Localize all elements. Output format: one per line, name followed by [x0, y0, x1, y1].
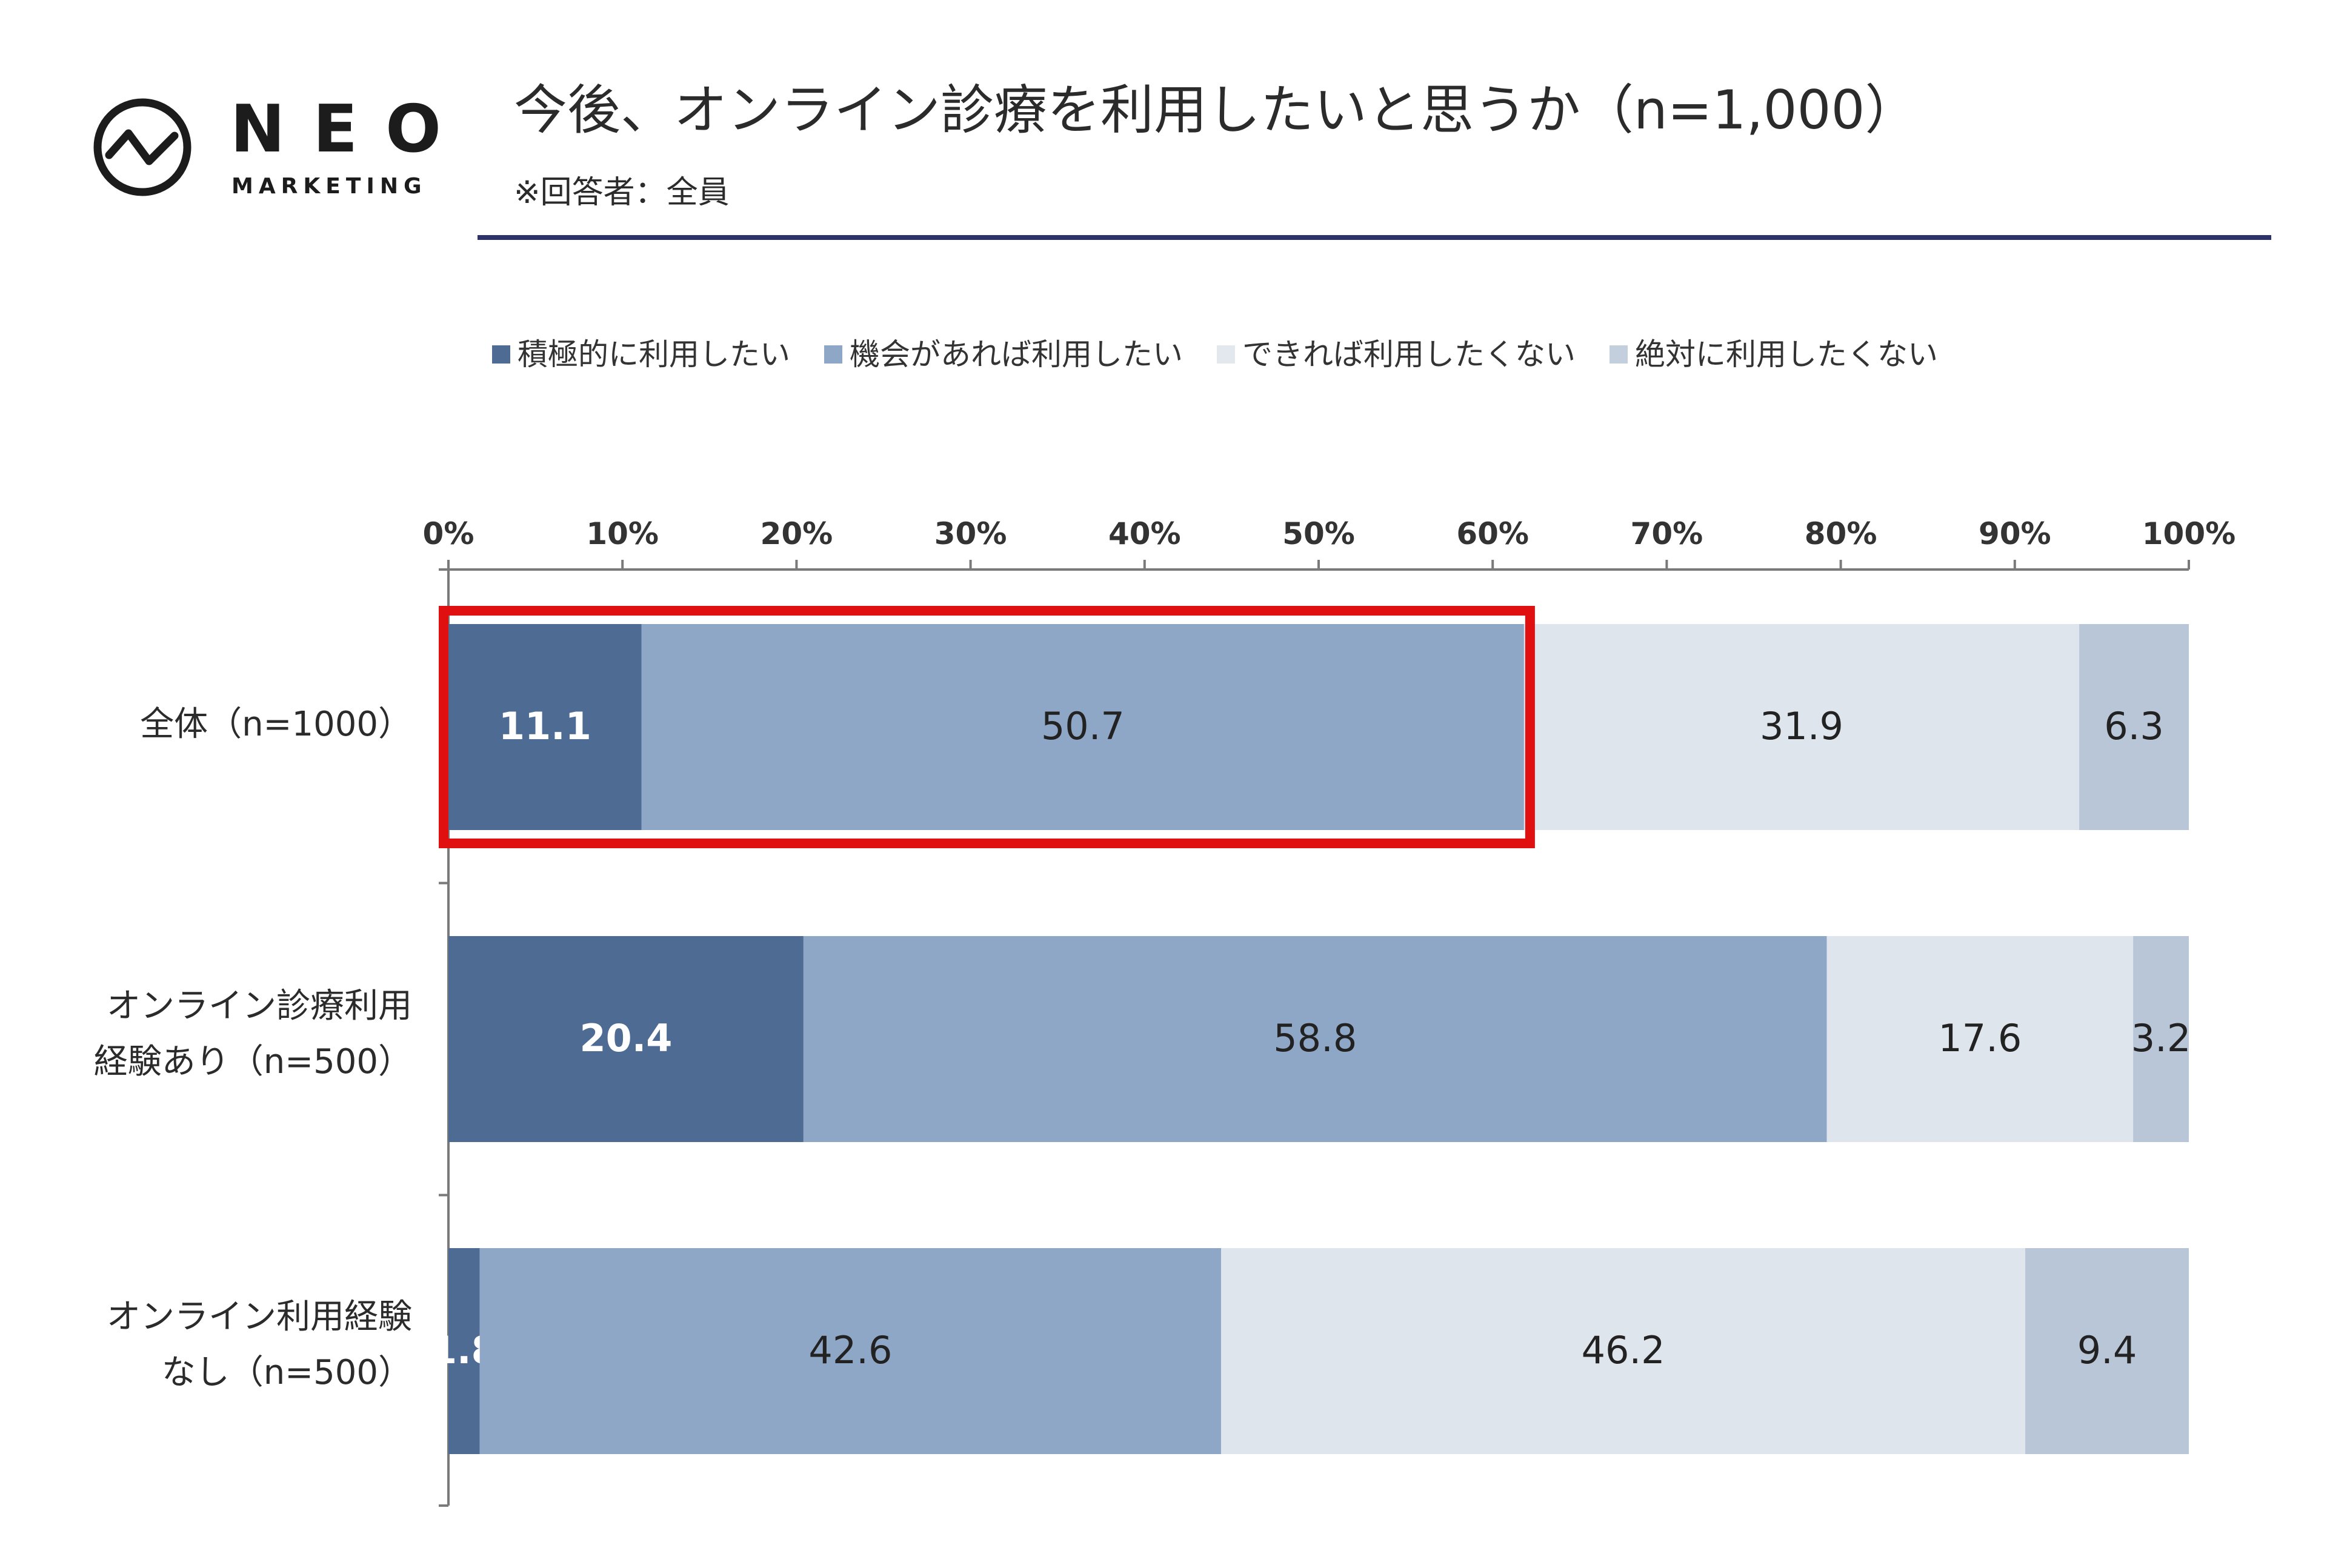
- x-tick-label: 90%: [1979, 516, 2051, 551]
- data-label: 42.6: [808, 1328, 892, 1372]
- data-label: 11.1: [499, 704, 591, 748]
- data-label: 20.4: [579, 1016, 672, 1060]
- category-label: オンライン利用経験 なし（n=500）: [73, 1289, 412, 1401]
- bar-segment: [448, 624, 642, 830]
- x-tick-label: 100%: [2142, 516, 2235, 551]
- data-label: 46.2: [1582, 1328, 1665, 1372]
- data-label: 58.8: [1273, 1016, 1357, 1060]
- bar-segment: [448, 936, 804, 1142]
- data-label: 3.2: [2131, 1016, 2191, 1060]
- legend-item: 機会があれば利用したい: [824, 339, 1183, 370]
- x-tick-label: 80%: [1805, 516, 1877, 551]
- legend-swatch: [1610, 345, 1628, 364]
- legend-swatch: [492, 345, 510, 364]
- bar-segment: [1221, 1248, 2026, 1454]
- bar-segment: [1523, 624, 2080, 830]
- data-label: 9.4: [2077, 1328, 2137, 1372]
- category-label: 全体（n=1000）: [73, 697, 412, 752]
- legend-label: 絶対に利用したくない: [1635, 337, 1938, 372]
- bar-segment: [803, 936, 1827, 1142]
- bar-segment: [479, 1248, 1222, 1454]
- page-title: 今後、オンライン診療を利用したいと思うか（n=1,000）: [514, 79, 1919, 141]
- data-label: 6.3: [2104, 704, 2164, 748]
- legend-item: 絶対に利用したくない: [1610, 339, 1938, 370]
- x-tick-label: 0%: [423, 516, 474, 551]
- title-rule: [478, 235, 2271, 240]
- chart-legend: 積極的に利用したい 機会があれば利用したい できれば利用したくない 絶対に利用し…: [492, 339, 1972, 370]
- legend-swatch: [1217, 345, 1235, 364]
- x-tick-label: 60%: [1456, 516, 1529, 551]
- x-tick-label: 50%: [1282, 516, 1355, 551]
- x-tick-label: 20%: [761, 516, 833, 551]
- data-label: 50.7: [1041, 704, 1125, 748]
- legend-label: 機会があれば利用したい: [850, 337, 1183, 372]
- respondent-note: ※回答者：全員: [514, 174, 730, 211]
- legend-swatch: [824, 345, 842, 364]
- pulse-circle-icon: [93, 98, 191, 196]
- x-tick-label: 70%: [1631, 516, 1703, 551]
- legend-item: できれば利用したくない: [1217, 339, 1576, 370]
- bar-segment: [2079, 624, 2189, 830]
- logo-subtext: MARKETING: [231, 174, 427, 199]
- bar-segment: [2133, 936, 2189, 1142]
- x-tick-label: 30%: [934, 516, 1007, 551]
- category-label: オンライン診療利用 経験あり（n=500）: [73, 978, 412, 1090]
- legend-item: 積極的に利用したい: [492, 339, 790, 370]
- category-label-line: オンライン診療利用: [107, 986, 412, 1026]
- category-label-line: 全体（n=1000）: [140, 705, 412, 744]
- category-label-line: オンライン利用経験: [107, 1297, 412, 1337]
- bar-segment: [641, 624, 1524, 830]
- legend-label: できれば利用したくない: [1242, 337, 1576, 372]
- x-tick-label: 10%: [586, 516, 659, 551]
- data-label: 17.6: [1938, 1016, 2022, 1060]
- neo-marketing-logo: NEO MARKETING: [91, 91, 441, 212]
- category-label-line: なし（n=500）: [161, 1353, 412, 1392]
- x-tick-label: 40%: [1108, 516, 1181, 551]
- bar-segment: [1826, 936, 2134, 1142]
- category-label-line: 経験あり（n=500）: [93, 1042, 412, 1081]
- data-label: 31.9: [1760, 704, 1843, 748]
- legend-label: 積極的に利用したい: [518, 337, 790, 372]
- bar-segment: [2025, 1248, 2189, 1454]
- highlight-box: [439, 606, 1535, 848]
- logo-wordmark: NEO: [230, 91, 469, 167]
- bar-segment: [448, 1248, 480, 1454]
